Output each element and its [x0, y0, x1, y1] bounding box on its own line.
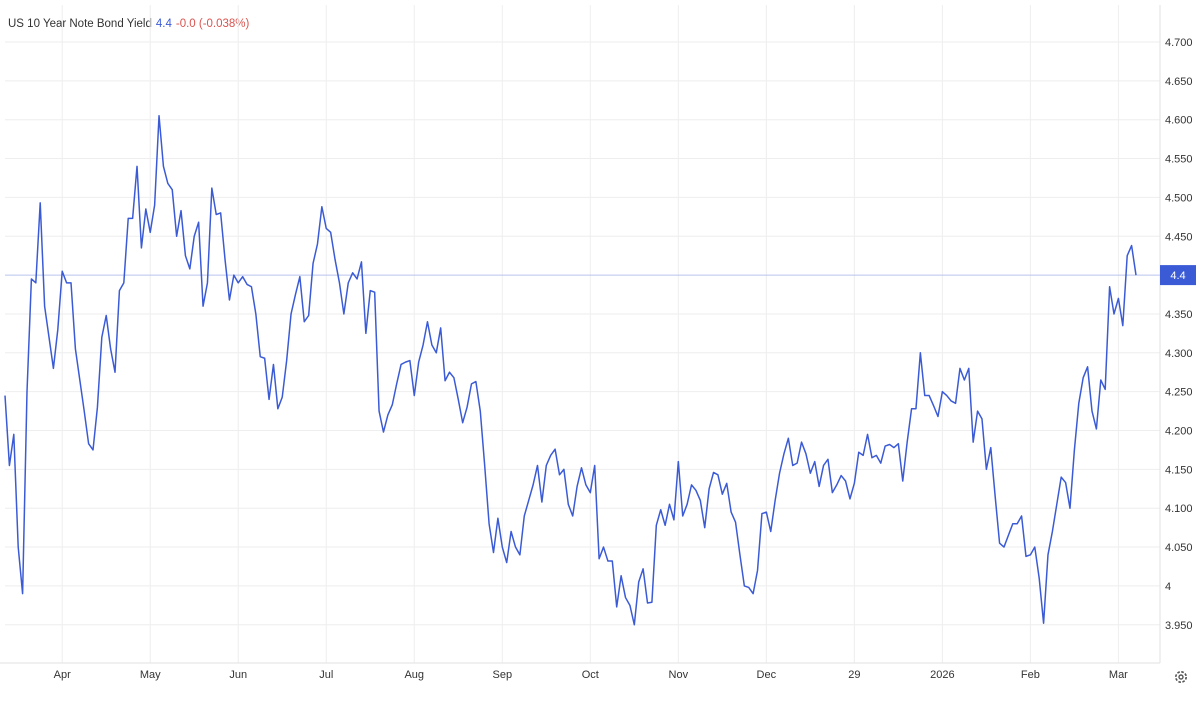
y-tick-label: 4.150 — [1165, 464, 1193, 476]
y-tick-label: 4.100 — [1165, 503, 1193, 515]
x-tick-label: Jul — [319, 669, 333, 681]
x-tick-label: 2026 — [930, 669, 954, 681]
x-tick-label: Jun — [229, 669, 247, 681]
last-value: 4.4 — [155, 18, 172, 30]
y-tick-label: 4.600 — [1165, 115, 1193, 127]
y-tick-label: 4.050 — [1165, 542, 1193, 554]
x-tick-label: Apr — [54, 669, 71, 681]
y-tick-label: 4.450 — [1165, 231, 1193, 243]
x-tick-label: Nov — [669, 669, 689, 681]
change-value: -0.0 (-0.038%) — [175, 18, 250, 30]
y-tick-label: 3.950 — [1165, 620, 1193, 632]
y-tick-label: 4 — [1165, 581, 1171, 593]
y-tick-label: 4.500 — [1165, 192, 1193, 204]
y-tick-label: 4.350 — [1165, 309, 1193, 321]
y-tick-label: 4.200 — [1165, 426, 1193, 438]
chart-header: US 10 Year Note Bond Yield 4.4 -0.0 (-0.03… — [8, 18, 249, 30]
chart-title: US 10 Year Note Bond Yield — [8, 18, 152, 30]
x-tick-label: Oct — [582, 669, 599, 681]
y-tick-label: 4.550 — [1165, 154, 1193, 166]
x-tick-label: Feb — [1021, 669, 1040, 681]
x-tick-label: Dec — [757, 669, 777, 681]
y-tick-label: 4.250 — [1165, 387, 1193, 399]
current-value-label: 4.4 — [1170, 270, 1185, 282]
x-tick-label: Sep — [492, 669, 512, 681]
x-tick-label: Aug — [404, 669, 424, 681]
current-value-badge — [1160, 265, 1196, 286]
y-tick-label: 4.300 — [1165, 348, 1193, 360]
gear-icon[interactable] — [1172, 668, 1190, 686]
y-tick-label: 4.700 — [1165, 37, 1193, 49]
y-tick-label: 4.650 — [1165, 76, 1193, 88]
x-tick-label: Mar — [1109, 669, 1128, 681]
yield-series-line — [4, 115, 1137, 626]
x-tick-label: 29 — [848, 669, 860, 681]
x-tick-label: May — [140, 669, 161, 681]
